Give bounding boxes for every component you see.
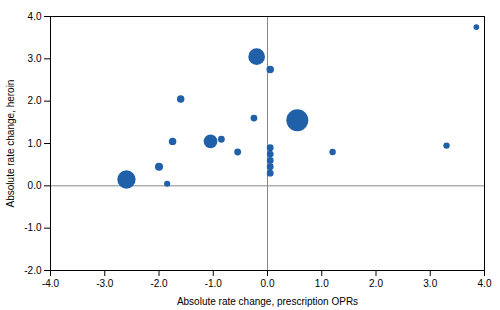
svg-text:3.0: 3.0	[423, 278, 437, 289]
svg-text:2.0: 2.0	[369, 278, 383, 289]
svg-text:-4.0: -4.0	[42, 278, 60, 289]
svg-text:2.0: 2.0	[28, 95, 42, 106]
svg-text:4.0: 4.0	[28, 11, 42, 22]
svg-text:-1.0: -1.0	[205, 278, 223, 289]
svg-text:-1.0: -1.0	[24, 222, 42, 233]
svg-text:3.0: 3.0	[28, 53, 42, 64]
svg-text:-3.0: -3.0	[96, 278, 114, 289]
svg-text:1.0: 1.0	[28, 138, 42, 149]
svg-text:-2.0: -2.0	[150, 278, 168, 289]
svg-text:0.0: 0.0	[28, 180, 42, 191]
svg-text:4.0: 4.0	[478, 278, 492, 289]
svg-text:Absolute rate change, heroin: Absolute rate change, heroin	[5, 80, 16, 208]
svg-text:0.0: 0.0	[261, 278, 275, 289]
svg-text:1.0: 1.0	[315, 278, 329, 289]
svg-text:Absolute rate change, prescrip: Absolute rate change, prescription OPRs	[177, 296, 358, 307]
svg-text:-2.0: -2.0	[24, 265, 42, 276]
